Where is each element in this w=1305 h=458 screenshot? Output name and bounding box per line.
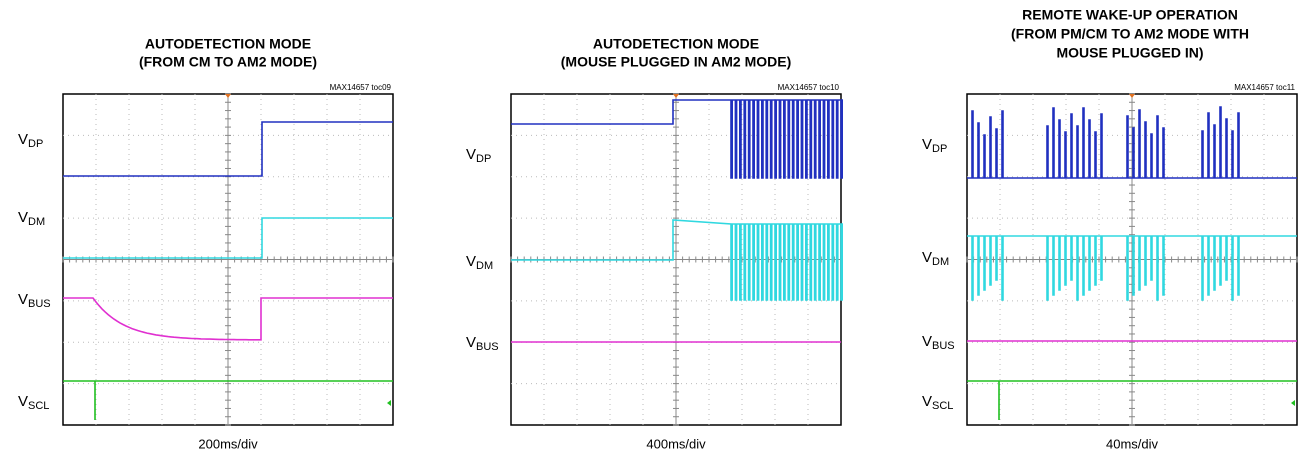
trace-dp xyxy=(63,121,393,177)
signal-main: V xyxy=(922,393,932,410)
signal-label: VBUS xyxy=(922,333,955,352)
signal-main: V xyxy=(18,131,28,148)
figure-code: MAX14657 toc11 xyxy=(1234,83,1295,92)
panel-title: AUTODETECTION MODE xyxy=(145,36,311,52)
trigger-marker xyxy=(225,94,231,98)
ground-marker xyxy=(387,400,391,406)
signal-main: V xyxy=(466,253,476,270)
panel-title: AUTODETECTION MODE xyxy=(593,36,759,52)
scope-screen xyxy=(966,93,1298,426)
figure-code: MAX14657 toc09 xyxy=(330,83,392,92)
signal-main: V xyxy=(18,393,28,410)
signal-main: V xyxy=(466,334,476,351)
signal-label: VDP xyxy=(466,146,491,165)
timebase: 40ms/div xyxy=(1106,436,1159,451)
signal-main: V xyxy=(922,333,932,350)
trace-scl xyxy=(967,380,1297,420)
panel-title: MOUSE PLUGGED IN) xyxy=(1056,45,1203,61)
signal-sub: BUS xyxy=(476,341,499,353)
signal-sub: DP xyxy=(28,138,43,150)
signal-label: VDP xyxy=(18,131,43,150)
signal-main: V xyxy=(466,146,476,163)
signal-sub: DP xyxy=(932,143,947,155)
signal-sub: DM xyxy=(28,216,45,228)
signal-main: V xyxy=(922,136,932,153)
timebase: 200ms/div xyxy=(198,436,258,451)
panel-title: (MOUSE PLUGGED IN AM2 MODE) xyxy=(561,54,792,70)
trace-dm xyxy=(63,217,393,259)
signal-sub: SCL xyxy=(28,400,49,412)
signal-sub: DM xyxy=(932,256,949,268)
signal-label: VDM xyxy=(18,209,45,228)
scope-screen xyxy=(62,93,394,426)
trace-scl xyxy=(63,380,393,420)
signal-label: VDP xyxy=(922,136,947,155)
trigger-marker xyxy=(1129,94,1135,98)
signal-label: VBUS xyxy=(466,334,499,353)
signal-sub: DP xyxy=(476,153,491,165)
figure-code: MAX14657 toc10 xyxy=(778,83,840,92)
panel-title: (FROM CM TO AM2 MODE) xyxy=(139,54,317,70)
timebase: 400ms/div xyxy=(646,436,706,451)
scope-screen xyxy=(510,93,843,426)
signal-sub: SCL xyxy=(932,400,953,412)
panel-title: (FROM PM/CM TO AM2 MODE WITH xyxy=(1011,26,1249,42)
signal-label: VSCL xyxy=(922,393,953,412)
signal-sub: BUS xyxy=(28,298,51,310)
signal-main: V xyxy=(18,291,28,308)
trace-bus xyxy=(63,297,393,341)
signal-main: V xyxy=(18,209,28,226)
signal-label: VDM xyxy=(922,249,949,268)
panel-title: REMOTE WAKE-UP OPERATION xyxy=(1022,7,1238,23)
signal-main: V xyxy=(922,249,932,266)
trace-dm xyxy=(511,219,843,301)
trace-dp xyxy=(511,99,843,179)
signal-label: VDM xyxy=(466,253,493,272)
ground-marker xyxy=(1291,400,1295,406)
trace-dm xyxy=(967,235,1297,301)
signal-label: VBUS xyxy=(18,291,51,310)
signal-sub: BUS xyxy=(932,340,955,352)
trace-dp xyxy=(967,106,1297,179)
trigger-marker xyxy=(673,94,679,98)
signal-label: VSCL xyxy=(18,393,49,412)
signal-sub: DM xyxy=(476,260,493,272)
